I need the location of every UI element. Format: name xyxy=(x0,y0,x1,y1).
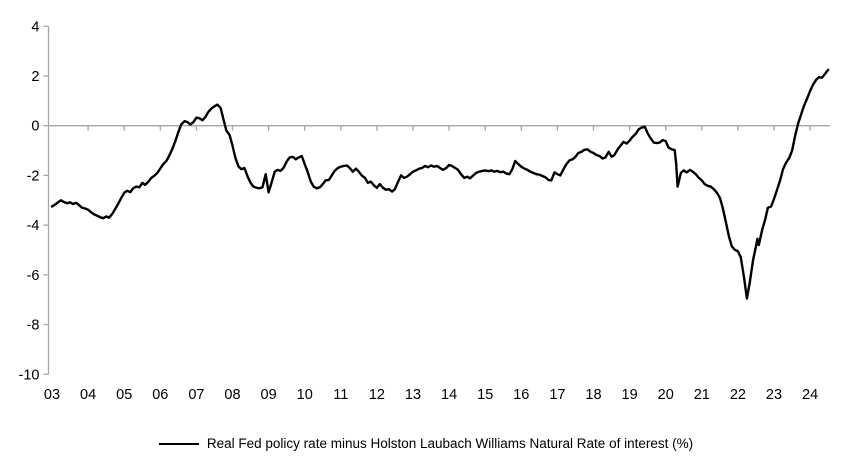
x-tick-label: 23 xyxy=(766,387,782,403)
x-tick-label: 16 xyxy=(513,387,529,403)
y-tick-label: 0 xyxy=(31,119,39,135)
x-tick-label: 17 xyxy=(549,387,565,403)
y-tick-label: -8 xyxy=(27,318,40,334)
x-tick-label: 14 xyxy=(441,387,457,403)
x-tick-label: 22 xyxy=(730,387,746,403)
y-tick-label: 4 xyxy=(31,19,39,35)
x-tick-label: 13 xyxy=(405,387,421,403)
x-tick-label: 21 xyxy=(694,387,710,403)
legend-line-swatch xyxy=(158,442,199,445)
x-tick-label: 05 xyxy=(116,387,132,403)
x-tick-label: 03 xyxy=(44,387,60,403)
y-tick-label: -2 xyxy=(27,168,40,184)
x-tick-label: 11 xyxy=(333,387,348,403)
x-tick-label: 20 xyxy=(658,387,674,403)
x-tick-label: 07 xyxy=(188,387,204,403)
y-tick-label: -6 xyxy=(27,268,40,284)
x-tick-label: 15 xyxy=(477,387,493,403)
x-tick-label: 18 xyxy=(585,387,601,403)
x-tick-label: 08 xyxy=(224,387,240,403)
x-tick-label: 12 xyxy=(369,387,385,403)
chart-legend: Real Fed policy rate minus Holston Lauba… xyxy=(0,436,852,451)
y-tick-label: -10 xyxy=(19,367,40,383)
legend-series-label: Real Fed policy rate minus Holston Lauba… xyxy=(206,436,694,451)
x-tick-label: 10 xyxy=(297,387,313,403)
x-tick-label: 24 xyxy=(802,387,818,403)
series-line xyxy=(50,68,830,300)
x-tick-label: 04 xyxy=(80,387,96,403)
x-tick-label: 06 xyxy=(152,387,168,403)
x-tick-label: 19 xyxy=(622,387,638,403)
x-tick-label: 09 xyxy=(261,387,277,403)
y-tick-label: -4 xyxy=(27,218,40,234)
y-tick-label: 2 xyxy=(31,69,39,85)
